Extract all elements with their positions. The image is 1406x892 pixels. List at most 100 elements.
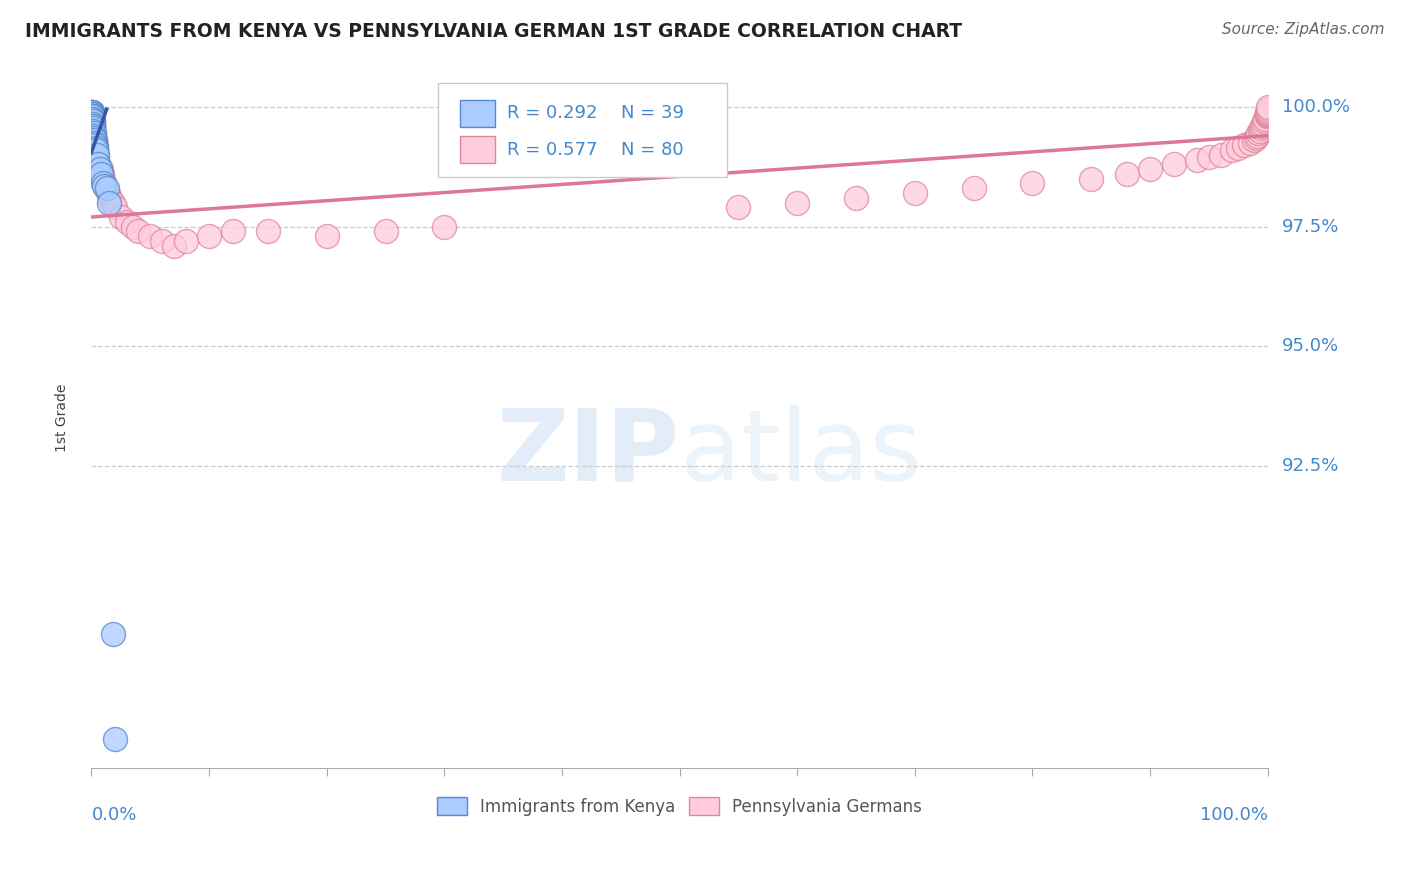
Text: R = 0.577: R = 0.577 xyxy=(506,141,598,159)
Point xyxy=(1256,108,1278,122)
Point xyxy=(1247,126,1270,140)
Point xyxy=(82,121,104,136)
Point xyxy=(86,147,108,161)
Point xyxy=(83,131,105,145)
Text: 95.0%: 95.0% xyxy=(1282,337,1339,355)
Point xyxy=(83,128,105,143)
Point xyxy=(80,107,103,121)
Point xyxy=(82,117,104,131)
Point xyxy=(82,110,104,124)
Point xyxy=(80,104,103,119)
Point xyxy=(84,140,107,154)
Text: 0.0%: 0.0% xyxy=(91,806,136,824)
Point xyxy=(84,133,107,147)
Point xyxy=(82,112,104,126)
Point xyxy=(80,110,103,124)
Text: Source: ZipAtlas.com: Source: ZipAtlas.com xyxy=(1222,22,1385,37)
Point xyxy=(433,219,456,234)
Text: R = 0.292: R = 0.292 xyxy=(506,104,598,122)
Point xyxy=(84,136,107,150)
Point xyxy=(80,104,103,119)
Point xyxy=(97,186,120,200)
Point xyxy=(89,162,111,177)
Point xyxy=(1257,100,1279,114)
Point xyxy=(1198,150,1220,164)
Point xyxy=(89,162,111,177)
Point xyxy=(1163,157,1185,171)
Point xyxy=(84,143,107,157)
Point xyxy=(221,224,243,238)
Text: N = 39: N = 39 xyxy=(621,104,683,122)
Text: N = 80: N = 80 xyxy=(621,141,683,159)
Point xyxy=(1254,112,1277,126)
Point xyxy=(315,229,337,244)
Point xyxy=(1256,107,1278,121)
Point xyxy=(104,731,127,746)
Point xyxy=(963,181,986,195)
Point xyxy=(786,195,808,210)
Point xyxy=(82,107,104,121)
Point xyxy=(80,107,103,121)
Point xyxy=(101,195,124,210)
Text: 100.0%: 100.0% xyxy=(1282,98,1350,116)
Point xyxy=(1139,162,1161,177)
Point xyxy=(1256,105,1278,120)
Point xyxy=(82,112,104,126)
Point xyxy=(257,224,280,238)
Point xyxy=(1256,106,1278,120)
Point xyxy=(82,124,104,138)
Point xyxy=(82,114,104,128)
Point xyxy=(845,191,868,205)
Point xyxy=(1250,121,1272,136)
Point xyxy=(150,234,173,248)
Legend: Immigrants from Kenya, Pennsylvania Germans: Immigrants from Kenya, Pennsylvania Germ… xyxy=(430,791,929,822)
Point xyxy=(90,167,112,181)
Text: 97.5%: 97.5% xyxy=(1282,218,1340,235)
Point xyxy=(1253,114,1275,128)
Point xyxy=(1080,171,1102,186)
Point xyxy=(104,201,127,215)
Point xyxy=(82,110,104,124)
Point xyxy=(1239,136,1261,150)
Point xyxy=(84,136,107,150)
Point xyxy=(127,224,149,238)
Point xyxy=(1246,128,1268,143)
Text: 100.0%: 100.0% xyxy=(1199,806,1268,824)
Point xyxy=(727,201,749,215)
Point xyxy=(91,177,114,191)
Point xyxy=(1256,104,1278,119)
Point xyxy=(84,133,107,147)
Point xyxy=(80,112,103,126)
Point xyxy=(91,167,114,181)
Point xyxy=(84,138,107,153)
Point xyxy=(110,210,132,224)
Point xyxy=(87,157,110,171)
Text: atlas: atlas xyxy=(679,405,921,501)
Point xyxy=(374,224,396,238)
Point xyxy=(1256,103,1278,118)
Point xyxy=(121,219,143,234)
Point xyxy=(904,186,927,200)
Point xyxy=(1222,143,1244,157)
Point xyxy=(96,181,118,195)
FancyBboxPatch shape xyxy=(460,136,495,163)
Point xyxy=(82,112,104,126)
Point xyxy=(83,126,105,140)
Point xyxy=(1251,117,1274,131)
Point xyxy=(84,138,107,153)
Point xyxy=(1250,119,1272,133)
Point xyxy=(82,119,104,133)
Point xyxy=(82,114,104,128)
Point xyxy=(1249,124,1271,138)
Point xyxy=(1209,147,1232,161)
Point xyxy=(82,117,104,131)
Point xyxy=(98,195,121,210)
Point xyxy=(101,626,124,640)
Point xyxy=(94,181,117,195)
Point xyxy=(86,147,108,161)
Point xyxy=(84,143,107,157)
Point xyxy=(1021,177,1043,191)
Point xyxy=(87,157,110,171)
FancyBboxPatch shape xyxy=(439,82,727,177)
Point xyxy=(115,215,138,229)
